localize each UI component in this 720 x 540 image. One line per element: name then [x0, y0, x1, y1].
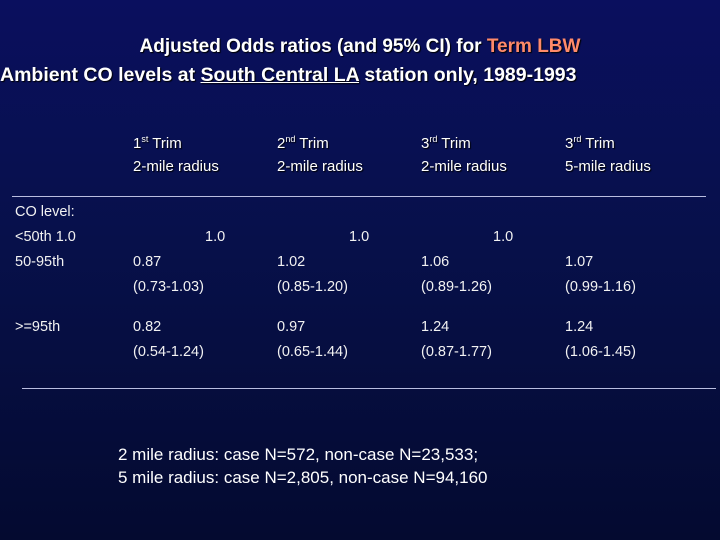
- footnote-line: 5 mile radius: case N=2,805, non-case N=…: [118, 468, 488, 487]
- row-label-95plus: >=95th: [15, 319, 61, 335]
- footnote-line: 2 mile radius: case N=572, non-case N=23…: [118, 445, 479, 464]
- table-cell: 1.06 (0.89-1.26): [421, 254, 492, 295]
- column-header-2: 2nd Trim 2-mile radius: [277, 134, 363, 175]
- title-text: Ambient CO levels at: [0, 64, 201, 86]
- row-label-reference: <50th 1.0: [15, 229, 76, 245]
- co-level-label: CO level:: [15, 204, 75, 220]
- table-cell: 1.24 (0.87-1.77): [421, 319, 492, 360]
- table-cell: 1.02 (0.85-1.20): [277, 254, 348, 295]
- table-cell: 1.24 (1.06-1.45): [565, 319, 636, 360]
- table-top-rule: [12, 196, 706, 197]
- station-name: South Central LA: [200, 64, 360, 86]
- sample-size-footnote: 2 mile radius: case N=572, non-case N=23…: [118, 443, 488, 489]
- slide-title-line2: Ambient CO levels at South Central LA st…: [0, 64, 720, 87]
- table-cell: 0.87 (0.73-1.03): [133, 254, 204, 295]
- reference-value: 1.0: [493, 229, 514, 245]
- row-label-50-95: 50-95th: [15, 254, 65, 270]
- table-cell: 0.82 (0.54-1.24): [133, 319, 204, 360]
- title-text: station only, 1989-1993: [359, 64, 577, 86]
- title-text: Adjusted Odds ratios (and 95% CI) for: [139, 36, 487, 57]
- slide-title-line1: Adjusted Odds ratios (and 95% CI) for Te…: [0, 36, 720, 58]
- title-highlight: Term LBW: [486, 36, 581, 57]
- table-cell: 1.07 (0.99-1.16): [565, 254, 636, 295]
- table-bottom-rule: [22, 388, 716, 389]
- column-header-4: 3rd Trim 5-mile radius: [565, 134, 651, 175]
- column-header-1: 1st Trim 2-mile radius: [133, 134, 219, 175]
- reference-value: 1.0: [205, 229, 226, 245]
- column-header-3: 3rd Trim 2-mile radius: [421, 134, 507, 175]
- reference-value: 1.0: [349, 229, 370, 245]
- table-cell: 0.97 (0.65-1.44): [277, 319, 348, 360]
